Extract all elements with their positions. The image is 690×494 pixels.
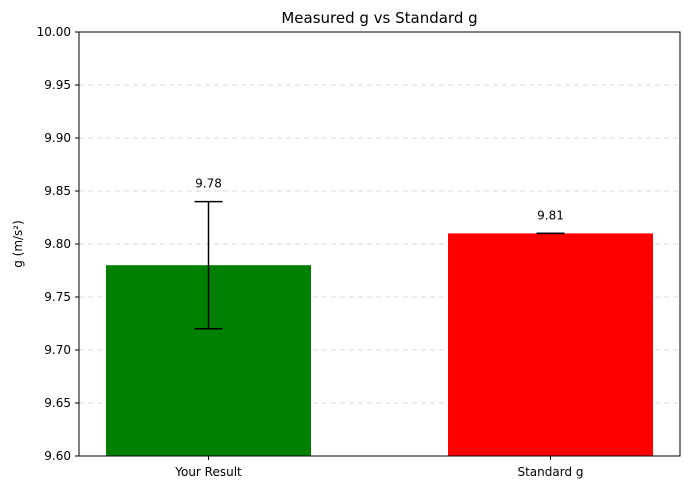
chart-title: Measured g vs Standard g [281, 9, 477, 27]
y-tick-label: 9.90 [44, 131, 71, 145]
y-axis-label: g (m/s²) [11, 220, 25, 268]
y-tick-label: 9.60 [44, 449, 71, 463]
x-tick-label: Your Result [174, 465, 242, 479]
y-tick-label: 9.80 [44, 237, 71, 251]
y-tick-label: 9.75 [44, 290, 71, 304]
y-tick-label: 10.00 [37, 25, 71, 39]
y-tick-label: 9.65 [44, 396, 71, 410]
data-label-layer: 9.78 9.81 [195, 177, 564, 223]
y-tick-label: 9.70 [44, 343, 71, 357]
bar-2 [448, 233, 653, 456]
bar-layer [106, 233, 653, 456]
data-label: 9.81 [537, 208, 564, 222]
x-axis-ticks: Your Result Standard g [174, 456, 584, 479]
x-tick-label: Standard g [517, 465, 583, 479]
y-axis-ticks: 9.60 9.65 9.70 9.75 9.80 9.85 9.90 9.95 10.00 [37, 25, 79, 463]
error-bar-layer [194, 200, 565, 330]
y-tick-label: 9.85 [44, 184, 71, 198]
y-tick-label: 9.95 [44, 78, 71, 92]
data-label: 9.78 [195, 177, 222, 191]
